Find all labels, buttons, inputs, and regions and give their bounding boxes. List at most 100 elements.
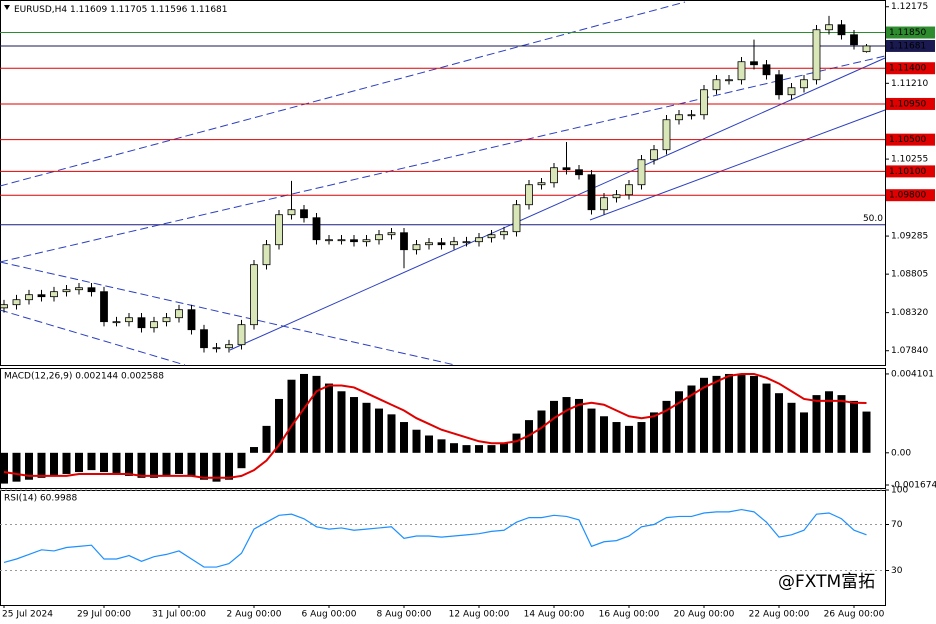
macd-bar bbox=[737, 373, 746, 453]
x-tick-label: 12 Aug 00:00 bbox=[449, 610, 510, 620]
y-tick-label: 1.07840 bbox=[891, 346, 928, 356]
candle-body bbox=[762, 64, 771, 76]
candle-body bbox=[700, 89, 708, 116]
macd-bar bbox=[362, 402, 371, 453]
candle-body bbox=[212, 347, 221, 350]
macd-bar bbox=[212, 452, 221, 482]
macd-bar bbox=[337, 391, 346, 453]
candle-body bbox=[475, 237, 483, 243]
candle-body bbox=[112, 321, 121, 324]
macd-bar bbox=[375, 408, 383, 453]
candle-body bbox=[550, 167, 558, 184]
macd-bar bbox=[350, 397, 358, 453]
x-tick-label: 8 Aug 00:00 bbox=[377, 610, 432, 620]
macd-signal bbox=[3, 372, 867, 479]
level-label: 1.09800 bbox=[889, 191, 926, 201]
macd-bar bbox=[300, 373, 308, 453]
candle-body bbox=[200, 329, 208, 349]
macd-bar bbox=[162, 452, 171, 476]
macd-bar bbox=[475, 445, 483, 453]
macd-bar bbox=[487, 445, 496, 453]
x-tick-label: 26 Aug 00:00 bbox=[824, 610, 885, 620]
x-tick-label: 25 Jul 2024 bbox=[2, 610, 53, 620]
macd-bar bbox=[412, 429, 421, 453]
candle-body bbox=[650, 149, 658, 161]
level-label-box bbox=[886, 165, 935, 178]
macd-bar bbox=[387, 414, 396, 453]
level-label: 1.10500 bbox=[889, 135, 926, 145]
candle-body bbox=[837, 24, 846, 36]
candle-body bbox=[537, 182, 546, 186]
macd-bar bbox=[812, 395, 821, 453]
x-tick-label: 14 Aug 00:00 bbox=[524, 610, 585, 620]
candle-body bbox=[250, 264, 258, 326]
menu-arrow bbox=[4, 5, 10, 10]
candle-body bbox=[437, 242, 446, 246]
header-low: 1.11596 bbox=[150, 5, 187, 15]
candle-body bbox=[125, 317, 133, 323]
candle-body bbox=[687, 114, 696, 117]
candle-body bbox=[150, 321, 158, 329]
y-tick-label: 1.08805 bbox=[891, 270, 928, 280]
macd-bar bbox=[600, 416, 608, 453]
candle-body bbox=[600, 197, 608, 211]
candle-body bbox=[375, 234, 383, 241]
macd-bar bbox=[100, 452, 108, 473]
macd-bar bbox=[700, 377, 708, 453]
main-panel bbox=[0, 0, 886, 366]
candle-body bbox=[862, 45, 871, 53]
candle-body bbox=[575, 169, 583, 176]
candle-body bbox=[350, 239, 358, 243]
y-tick-label: -0.001674 bbox=[891, 481, 936, 491]
candle-body bbox=[225, 344, 233, 349]
macd-bar bbox=[437, 439, 446, 453]
level-label: 1.11400 bbox=[889, 64, 926, 74]
candle-body bbox=[412, 244, 421, 251]
symbol: EURUSD,H4 bbox=[14, 5, 67, 15]
macd-bar bbox=[50, 452, 58, 476]
macd-bar bbox=[850, 400, 858, 453]
macd-bar bbox=[137, 452, 146, 478]
candle-body bbox=[50, 291, 58, 298]
macd-bar bbox=[787, 402, 796, 453]
macd-panel bbox=[0, 368, 886, 489]
macd-bar bbox=[512, 433, 521, 453]
macd-bar bbox=[837, 395, 846, 453]
level-label-box bbox=[886, 39, 935, 52]
candle-body bbox=[512, 204, 521, 233]
candle-body bbox=[587, 174, 596, 211]
candle-body bbox=[750, 61, 758, 66]
candle-body bbox=[87, 287, 96, 293]
candle-body bbox=[850, 34, 858, 46]
candle-body bbox=[337, 239, 346, 242]
candle-body bbox=[400, 232, 408, 251]
macd-bar bbox=[575, 398, 583, 453]
y-tick-label: 1.11210 bbox=[891, 79, 928, 89]
macd-title: MACD(12,26,9) 0.002144 0.002588 bbox=[4, 372, 164, 382]
macd-bar bbox=[312, 375, 321, 453]
y-tick-label: 1.10255 bbox=[891, 155, 928, 165]
candle-body bbox=[462, 241, 471, 244]
trendline bbox=[0, 309, 186, 366]
candle-body bbox=[787, 87, 796, 96]
candle-body bbox=[325, 239, 333, 242]
macd-bar bbox=[862, 411, 871, 453]
candle-body bbox=[612, 194, 621, 199]
trendline bbox=[0, 55, 886, 263]
macd-bar bbox=[425, 435, 433, 453]
candle-body bbox=[312, 217, 321, 241]
y-tick-label: 100 bbox=[891, 486, 908, 496]
rsi-line bbox=[3, 508, 867, 568]
macd-bar bbox=[450, 443, 458, 453]
y-tick-label: 0.004101 bbox=[891, 369, 934, 379]
macd-bar bbox=[237, 452, 246, 469]
candle-body bbox=[262, 244, 271, 266]
macd-bar bbox=[725, 373, 733, 453]
candle-body bbox=[675, 114, 683, 121]
macd-bar bbox=[0, 452, 8, 484]
y-tick-label: 0.00 bbox=[891, 448, 911, 458]
x-tick-label: 2 Aug 00:00 bbox=[227, 610, 282, 620]
candle-body bbox=[162, 317, 171, 323]
macd-bar bbox=[275, 398, 283, 453]
